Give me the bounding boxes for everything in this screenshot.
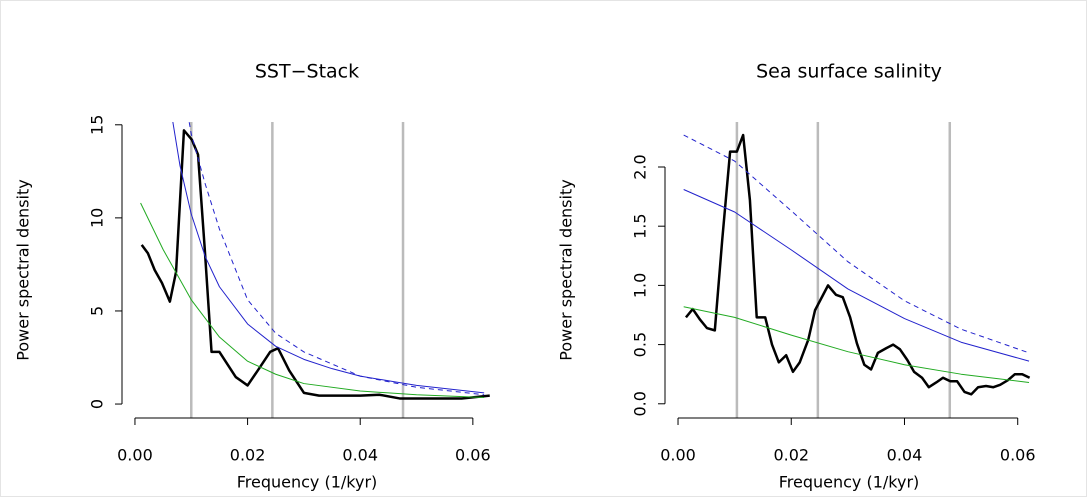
x-tick-label: 0.06 xyxy=(1000,446,1036,465)
line-series xyxy=(683,306,1030,383)
y-tick-label: 2.0 xyxy=(631,154,650,179)
y-tick-label: 0 xyxy=(88,399,107,409)
x-axis-label: Frequency (1/kyr) xyxy=(779,473,920,492)
x-axis-label: Frequency (1/kyr) xyxy=(237,473,378,492)
line-series xyxy=(188,122,485,396)
line-series xyxy=(172,122,485,394)
y-tick-label: 0.0 xyxy=(631,391,650,416)
x-tick-label: 0.02 xyxy=(230,446,266,465)
chart-title: Sea surface salinity xyxy=(756,61,942,83)
line-series xyxy=(684,133,1031,396)
y-tick-label: 1.0 xyxy=(631,273,650,298)
x-tick-label: 0.00 xyxy=(660,446,696,465)
line-series xyxy=(683,189,1030,362)
y-tick-label: 1.5 xyxy=(631,213,650,238)
y-tick-label: 10 xyxy=(88,208,107,228)
y-tick-label: 15 xyxy=(88,115,107,135)
x-tick-label: 0.00 xyxy=(117,446,153,465)
line-series xyxy=(140,202,485,399)
x-tick-label: 0.04 xyxy=(342,446,378,465)
x-tick-label: 0.02 xyxy=(773,446,809,465)
y-tick-label: 5 xyxy=(88,306,107,316)
x-tick-label: 0.06 xyxy=(455,446,491,465)
line-series xyxy=(683,134,1030,354)
y-tick-label: 0.5 xyxy=(631,332,650,357)
plot-area xyxy=(683,122,1031,418)
x-tick-label: 0.04 xyxy=(887,446,923,465)
y-axis-label: Power spectral density xyxy=(14,179,33,360)
chart-title: SST−Stack xyxy=(255,61,359,83)
plot-area xyxy=(140,122,490,418)
line-series xyxy=(140,129,490,400)
y-axis-label: Power spectral density xyxy=(557,179,576,360)
